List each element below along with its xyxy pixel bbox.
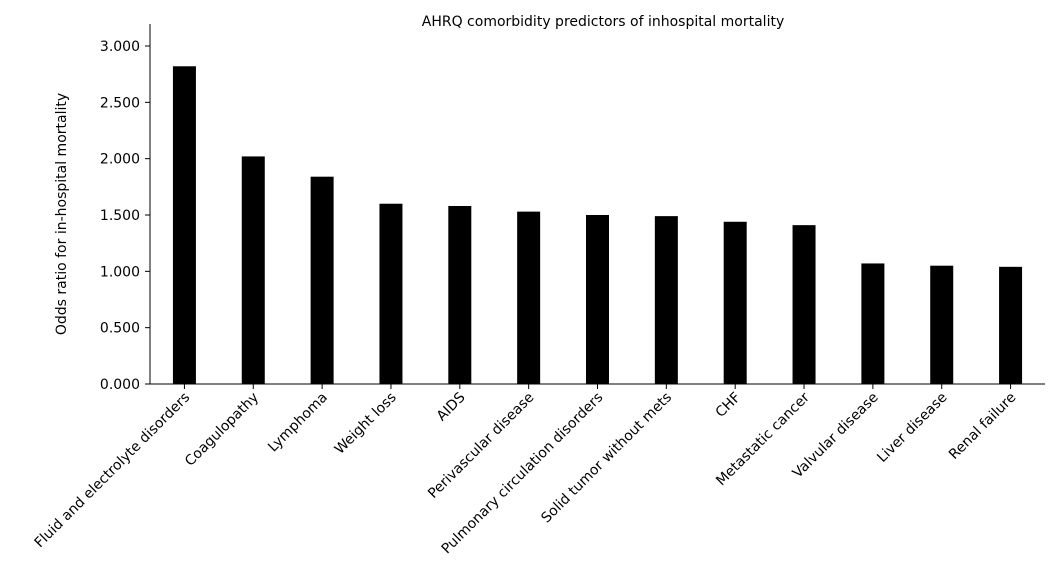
bar: [792, 225, 816, 384]
x-tick-label: CHF: [713, 390, 744, 421]
x-tick-label: Weight loss: [332, 390, 400, 458]
y-tick-label: 0.000: [100, 377, 140, 393]
x-axis: [150, 383, 1045, 389]
y-axis-label: Odds ratio for in-hospital mortality: [54, 93, 70, 335]
y-tick-label: 3.000: [100, 39, 140, 55]
bar: [379, 203, 403, 384]
y-tick-label: 1.000: [100, 264, 140, 280]
bar: [930, 265, 954, 384]
y-tick-label: 2.000: [100, 152, 140, 168]
bars: [172, 66, 1023, 384]
x-tick-label: Lymphoma: [265, 390, 331, 456]
x-tick-label: Renal failure: [946, 390, 1019, 463]
x-tick-label: Coagulopathy: [182, 390, 262, 470]
chart-title: AHRQ comorbidity predictors of inhospita…: [422, 14, 784, 30]
bar: [172, 66, 196, 384]
bar: [654, 216, 678, 384]
bar: [999, 266, 1023, 384]
bar: [861, 263, 885, 384]
x-tick-label: AIDS: [434, 389, 469, 424]
x-tick-label: Fluid and electrolyte disorders: [32, 390, 194, 552]
bar: [241, 156, 265, 384]
y-tick-label: 1.500: [100, 208, 140, 224]
bar: [586, 215, 609, 384]
category-labels: Fluid and electrolyte disordersCoagulopa…: [32, 389, 1020, 557]
y-tick-label: 2.500: [100, 95, 140, 111]
bar: [448, 205, 472, 384]
y-axis: 0.000 0.500 1.000 1.500 2.000 2.500 3.000: [100, 24, 151, 393]
bar: [723, 221, 747, 384]
x-tick-label: Solid tumor without mets: [538, 390, 675, 527]
bar: [310, 176, 334, 384]
x-tick-label: Liver disease: [874, 390, 950, 466]
y-tick-label: 0.500: [100, 321, 140, 337]
bar: [517, 211, 541, 384]
